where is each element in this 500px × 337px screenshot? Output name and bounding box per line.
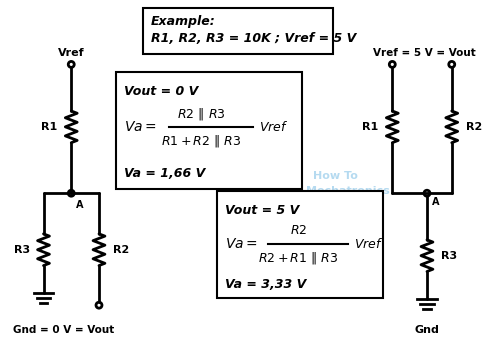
Text: A: A bbox=[76, 200, 84, 210]
Text: R3: R3 bbox=[14, 245, 30, 255]
Text: R1, R2, R3 = 10K ; Vref = 5 V: R1, R2, R3 = 10K ; Vref = 5 V bbox=[150, 32, 356, 45]
Text: Example:: Example: bbox=[150, 15, 216, 28]
Text: How To: How To bbox=[313, 172, 358, 181]
Text: R3: R3 bbox=[441, 251, 457, 261]
Text: $Vref$: $Vref$ bbox=[258, 120, 288, 134]
Text: Vref = 5 V = Vout: Vref = 5 V = Vout bbox=[372, 49, 476, 58]
Text: $R2\ \|\ R3$: $R2\ \|\ R3$ bbox=[176, 106, 226, 122]
Text: Vout = 0 V: Vout = 0 V bbox=[124, 85, 198, 98]
Text: A: A bbox=[432, 197, 440, 207]
Text: R1: R1 bbox=[362, 122, 378, 132]
Text: www.HowToMechatronics.com: www.HowToMechatronics.com bbox=[274, 205, 378, 211]
Text: R2: R2 bbox=[113, 245, 129, 255]
Text: Mechatronics: Mechatronics bbox=[306, 186, 390, 196]
Text: Va = 1,66 V: Va = 1,66 V bbox=[124, 167, 205, 180]
Text: $R2+R1\ \|\ R3$: $R2+R1\ \|\ R3$ bbox=[258, 250, 338, 266]
FancyBboxPatch shape bbox=[142, 8, 333, 54]
FancyBboxPatch shape bbox=[116, 72, 302, 189]
Text: Vout = 5 V: Vout = 5 V bbox=[225, 204, 299, 217]
Text: $Va =$: $Va =$ bbox=[225, 237, 258, 251]
Text: Va = 3,33 V: Va = 3,33 V bbox=[225, 278, 306, 292]
Text: Vref: Vref bbox=[58, 49, 84, 58]
Text: $R2$: $R2$ bbox=[290, 224, 307, 237]
Text: $Va =$: $Va =$ bbox=[124, 120, 156, 134]
Text: $Vref$: $Vref$ bbox=[354, 237, 383, 251]
Text: $R1 + R2\ \|\ R3$: $R1 + R2\ \|\ R3$ bbox=[160, 133, 242, 149]
Text: R2: R2 bbox=[466, 122, 482, 132]
Text: Gnd: Gnd bbox=[414, 325, 440, 335]
Text: R1: R1 bbox=[41, 122, 58, 132]
Text: Gnd = 0 V = Vout: Gnd = 0 V = Vout bbox=[12, 325, 114, 335]
FancyBboxPatch shape bbox=[217, 191, 384, 298]
